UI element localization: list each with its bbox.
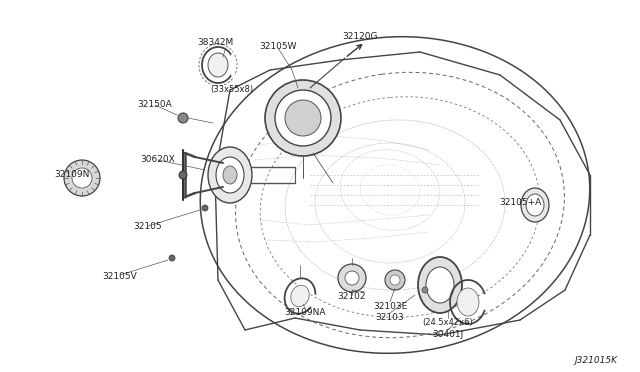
Text: 32120G: 32120G [342,32,378,41]
Ellipse shape [216,157,244,193]
Ellipse shape [338,264,366,292]
Ellipse shape [390,275,400,285]
Text: 32102: 32102 [338,292,366,301]
Ellipse shape [169,255,175,261]
Ellipse shape [179,171,187,179]
Ellipse shape [385,270,405,290]
Ellipse shape [223,166,237,184]
Ellipse shape [64,160,100,196]
Ellipse shape [178,113,188,123]
Text: 32150A: 32150A [138,100,172,109]
Ellipse shape [418,257,462,313]
Ellipse shape [72,168,92,188]
Text: 30401J: 30401J [433,330,463,339]
Text: 32103: 32103 [376,313,404,322]
Text: 32103E: 32103E [373,302,407,311]
Text: 30620X: 30620X [141,155,175,164]
Ellipse shape [208,147,252,203]
Ellipse shape [202,205,208,211]
Text: 32109N: 32109N [54,170,90,179]
Ellipse shape [526,194,544,216]
Text: 32105W: 32105W [259,42,297,51]
Ellipse shape [422,287,428,293]
Text: J321015K: J321015K [575,356,618,365]
Ellipse shape [426,267,454,303]
Ellipse shape [345,271,359,285]
Text: 32105: 32105 [134,222,163,231]
Ellipse shape [521,188,549,222]
Ellipse shape [291,285,309,307]
Ellipse shape [457,288,479,316]
Text: 32109NA: 32109NA [284,308,326,317]
Ellipse shape [208,53,228,77]
Ellipse shape [285,100,321,136]
Text: (24.5x42x6): (24.5x42x6) [422,318,474,327]
Ellipse shape [275,90,331,146]
Text: 32105+A: 32105+A [499,198,541,207]
Text: 38342M: 38342M [197,38,233,47]
Ellipse shape [265,80,341,156]
Text: 32105V: 32105V [102,272,138,281]
Text: (33x55x8): (33x55x8) [211,85,253,94]
